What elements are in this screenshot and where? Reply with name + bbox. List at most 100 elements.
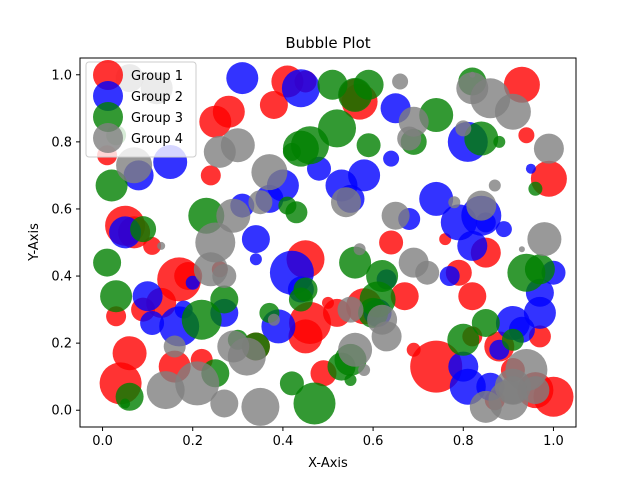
bubble-g2-43: [523, 296, 556, 329]
bubble-g4-40: [488, 179, 501, 192]
bubble-g3-6: [181, 299, 222, 340]
bubble-g1-33: [410, 340, 463, 393]
bubble-g3-27: [339, 246, 372, 279]
bubble-g4-49: [498, 376, 527, 405]
bubble-g2-10: [226, 62, 259, 95]
bubble-g4-16: [241, 387, 280, 426]
bubble-g1-31: [379, 230, 404, 255]
bubble-g3-1: [100, 280, 133, 313]
bubble-g4-19: [267, 313, 280, 326]
bubble-g4-38: [466, 190, 497, 221]
bubble-g3-33: [366, 260, 399, 292]
bubble-g3-30: [356, 133, 381, 158]
bubble-g2-42: [525, 163, 536, 174]
legend: Group 1 Group 2 Group 3 Group 4: [85, 60, 197, 158]
bubble-g1-8: [143, 236, 162, 255]
y-tick-label-0: 0.0: [51, 404, 72, 419]
chart-title: Bubble Plot: [285, 34, 370, 52]
bubble-g2-26: [383, 150, 400, 167]
bubble-g4-36: [469, 71, 476, 78]
bubble-g4-33: [448, 196, 461, 209]
bubble-g3-21: [293, 382, 336, 425]
bubble-g4-14: [220, 128, 255, 163]
bubble-g3-5: [130, 216, 157, 243]
x-axis-label: X-Axis: [308, 456, 348, 471]
bubble-g3-9: [210, 285, 239, 314]
legend-label-1: Group 1: [131, 69, 183, 84]
bubble-g2-2: [132, 281, 163, 312]
bubble-g3-43: [524, 254, 555, 285]
y-tick-label-1: 0.2: [51, 337, 72, 352]
legend-marker-4: [93, 123, 123, 153]
bubble-g4-15: [227, 337, 266, 376]
y-tick-label-3: 0.6: [51, 202, 72, 217]
bubble-g3-44: [528, 181, 543, 196]
bubble-g4-4: [157, 241, 166, 250]
bubble-g4-3: [146, 371, 185, 410]
bubble-g2-28: [419, 181, 454, 216]
bubble-g4-23: [353, 243, 366, 256]
bubble-g3-36: [447, 323, 480, 356]
bubble-g3-2: [93, 248, 122, 277]
bubble-g1-30: [390, 282, 419, 311]
legend-marker-3: [93, 102, 123, 132]
x-tick-label-4: 0.8: [453, 434, 474, 449]
bubble-g4-26: [371, 321, 402, 352]
legend-label-2: Group 2: [131, 90, 183, 105]
bubble-g4-20: [331, 187, 361, 218]
bubble-g4-21: [337, 296, 364, 323]
bubble-g4-30: [398, 106, 429, 137]
bubble-g3-39: [471, 309, 500, 337]
bubble-g2-3: [140, 311, 165, 335]
bubble-g1-13: [200, 165, 221, 186]
bubble-g3-19: [293, 277, 318, 302]
bubble-g4-22: [338, 332, 373, 367]
bubble-g3-0: [95, 169, 128, 202]
bubble-g1-2: [112, 336, 147, 371]
bubble-g4-8: [195, 222, 236, 263]
x-tick-label-5: 1.0: [543, 434, 564, 449]
bubble-g1-18: [259, 91, 288, 119]
bubble-g4-27: [381, 201, 410, 230]
bubble-g3-40: [493, 135, 506, 148]
bubble-g2-22: [348, 159, 381, 192]
x-axis-ticks: 0.0 0.2 0.4 0.6 0.8 1.0: [92, 427, 564, 449]
bubble-g2-7: [185, 275, 200, 290]
bubble-g4-6: [175, 361, 220, 406]
bubble-g4-44: [518, 246, 525, 253]
legend-marker-1: [93, 60, 123, 90]
bubble-g3-38: [464, 121, 499, 156]
bubble-g2-32: [457, 230, 488, 261]
legend-marker-2: [93, 81, 123, 111]
bubble-layer: [93, 62, 574, 426]
bubble-g4-5: [163, 335, 186, 358]
bubble-g2-29: [439, 266, 460, 286]
bubble-g4-10: [210, 389, 239, 418]
bubble-g4-11: [212, 264, 237, 288]
bubble-g4-34: [455, 120, 472, 137]
legend-label-3: Group 3: [131, 111, 183, 126]
legend-label-4: Group 4: [131, 132, 183, 147]
bubble-g4-17: [248, 190, 273, 215]
bubble-g3-14: [279, 371, 304, 396]
bubble-g4-28: [392, 73, 409, 90]
x-tick-label-3: 0.6: [363, 434, 384, 449]
bubble-g2-39: [495, 221, 512, 238]
bubble-g1-23: [288, 319, 323, 354]
y-tick-label-2: 0.4: [51, 270, 72, 285]
plot-frame: [79, 57, 577, 428]
bubble-g4-47: [527, 222, 562, 257]
bubble-g3-4: [115, 382, 144, 411]
bubble-g4-24: [358, 364, 371, 376]
bubble-g4-12: [216, 198, 251, 233]
bubble-g2-11: [241, 225, 270, 254]
bubble-g4-46: [521, 376, 550, 405]
bubble-g3-26: [344, 374, 357, 386]
y-tick-label-4: 0.8: [51, 135, 72, 150]
bubble-g3-29: [353, 69, 384, 100]
bubble-g3-23: [318, 109, 356, 148]
x-tick-label-1: 0.2: [182, 434, 203, 449]
bubble-g1-36: [458, 282, 487, 311]
bubble-g4-48: [533, 133, 564, 164]
